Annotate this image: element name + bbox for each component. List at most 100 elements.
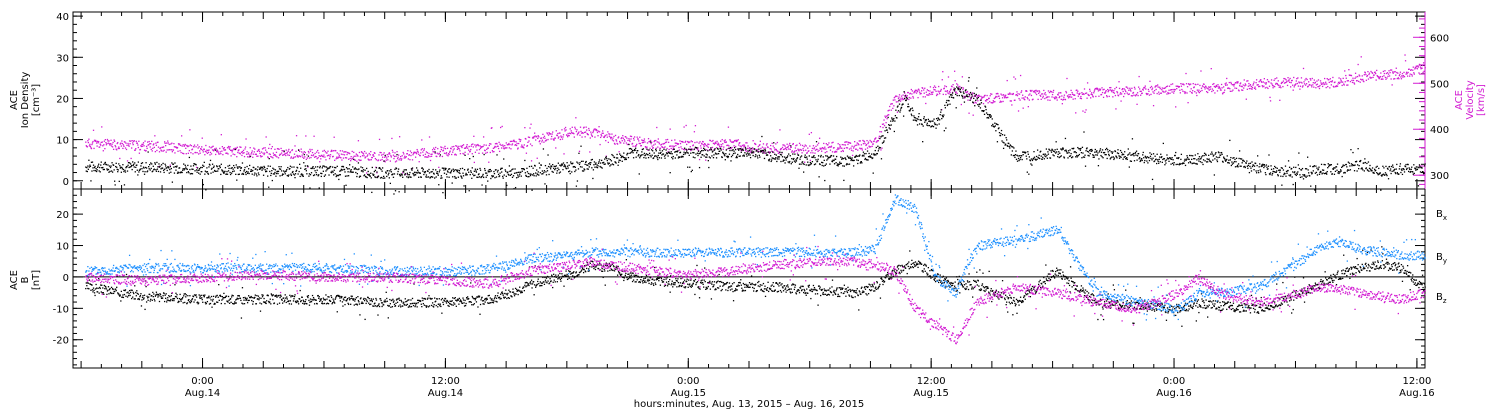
density-series-point — [859, 154, 861, 156]
density-series-point — [703, 147, 705, 149]
density-series-point — [869, 155, 871, 157]
velocity-series-point — [1273, 79, 1275, 81]
density-series-point — [369, 175, 371, 177]
density-series-point — [1079, 149, 1082, 151]
velocity-series-point — [1060, 98, 1062, 101]
velocity-series-point — [358, 159, 360, 161]
density-series-point — [365, 167, 368, 170]
density-series-point — [1103, 151, 1106, 154]
density-series-point — [849, 156, 851, 158]
density-series-point — [1020, 155, 1023, 157]
velocity-series-point — [677, 143, 680, 145]
velocity-series-point — [1321, 83, 1323, 85]
velocity-series-point — [576, 129, 578, 131]
density-series-point — [745, 148, 747, 150]
velocity-series-point — [893, 105, 895, 107]
density-series-point — [320, 172, 322, 174]
density-series-point — [490, 170, 493, 172]
density-series-point — [986, 117, 988, 119]
density-series-point — [1050, 149, 1052, 152]
density-series-point — [205, 171, 208, 173]
density-series-point — [95, 167, 97, 170]
density-series-point — [537, 171, 539, 173]
velocity-series-point — [106, 142, 108, 145]
velocity-series-point — [973, 102, 975, 104]
velocity-series-point — [795, 145, 797, 147]
velocity-series-point — [175, 146, 178, 149]
density-series-point — [710, 149, 713, 151]
velocity-series-point — [923, 92, 925, 94]
velocity-series-point — [386, 157, 388, 159]
velocity-series-point — [560, 135, 562, 137]
density-series-point — [921, 123, 923, 126]
density-series-point — [793, 157, 795, 160]
velocity-series-point — [515, 144, 518, 147]
velocity-series-point — [813, 147, 816, 149]
velocity-series-point — [1245, 84, 1247, 86]
density-series-point — [1245, 162, 1247, 164]
velocity-series-point — [320, 158, 322, 160]
velocity-series-point — [201, 137, 203, 139]
velocity-series-point — [196, 144, 199, 146]
velocity-series-point — [1283, 77, 1285, 80]
velocity-series-point — [1051, 96, 1053, 98]
velocity-series-point — [712, 142, 715, 145]
density-series-point — [297, 149, 300, 151]
density-series-point — [556, 172, 558, 174]
velocity-series-point — [452, 151, 454, 153]
velocity-series-point — [1332, 76, 1334, 79]
density-series-point — [609, 165, 611, 167]
velocity-series-point — [986, 99, 989, 101]
velocity-series-point — [530, 123, 532, 125]
density-series-point — [454, 177, 456, 179]
density-series-point — [1147, 162, 1149, 164]
velocity-series-point — [272, 157, 274, 159]
density-series-point — [893, 130, 895, 133]
density-series-point — [804, 156, 806, 158]
velocity-series-point — [215, 147, 217, 149]
velocity-series-point — [223, 147, 226, 149]
velocity-series-point — [865, 144, 867, 147]
velocity-series-point — [1171, 91, 1173, 93]
velocity-series-point — [1263, 85, 1265, 87]
density-series-point — [665, 149, 667, 151]
velocity-series-point — [93, 147, 95, 150]
density-series-point — [342, 166, 345, 168]
velocity-series-point — [1137, 86, 1140, 88]
density-series-point — [1109, 149, 1111, 152]
velocity-series-point — [756, 148, 758, 151]
density-series-point — [102, 166, 104, 169]
velocity-series-point — [478, 152, 480, 154]
velocity-series-point — [311, 148, 313, 151]
density-series-point — [439, 154, 441, 156]
density-series-point — [641, 148, 643, 151]
density-series-point — [1062, 147, 1064, 149]
density-series-point — [362, 171, 364, 173]
density-series-point — [248, 172, 250, 175]
density-series-point — [440, 177, 442, 179]
velocity-series-point — [228, 147, 230, 149]
velocity-series-point — [468, 145, 470, 148]
velocity-series-point — [1204, 88, 1206, 90]
density-series-point — [747, 150, 749, 152]
density-series-point — [331, 166, 334, 168]
density-series-point — [1152, 153, 1155, 155]
density-series-point — [1191, 162, 1193, 165]
velocity-series-point — [845, 147, 848, 149]
density-series-point — [316, 173, 318, 176]
density-series-point — [597, 165, 599, 167]
velocity-series-point — [886, 118, 888, 120]
velocity-series-point — [345, 157, 348, 159]
density-series-point — [806, 158, 808, 160]
velocity-series-point — [183, 153, 185, 155]
density-series-point — [379, 177, 382, 179]
velocity-series-point — [1178, 85, 1180, 88]
velocity-series-point — [1112, 91, 1115, 94]
density-series-point — [385, 171, 387, 173]
velocity-series-point — [163, 141, 166, 143]
velocity-series-point — [437, 147, 439, 150]
density-series-point — [198, 172, 200, 174]
velocity-series-point — [918, 89, 920, 91]
velocity-series-point — [360, 159, 362, 161]
density-series-point — [507, 171, 509, 173]
